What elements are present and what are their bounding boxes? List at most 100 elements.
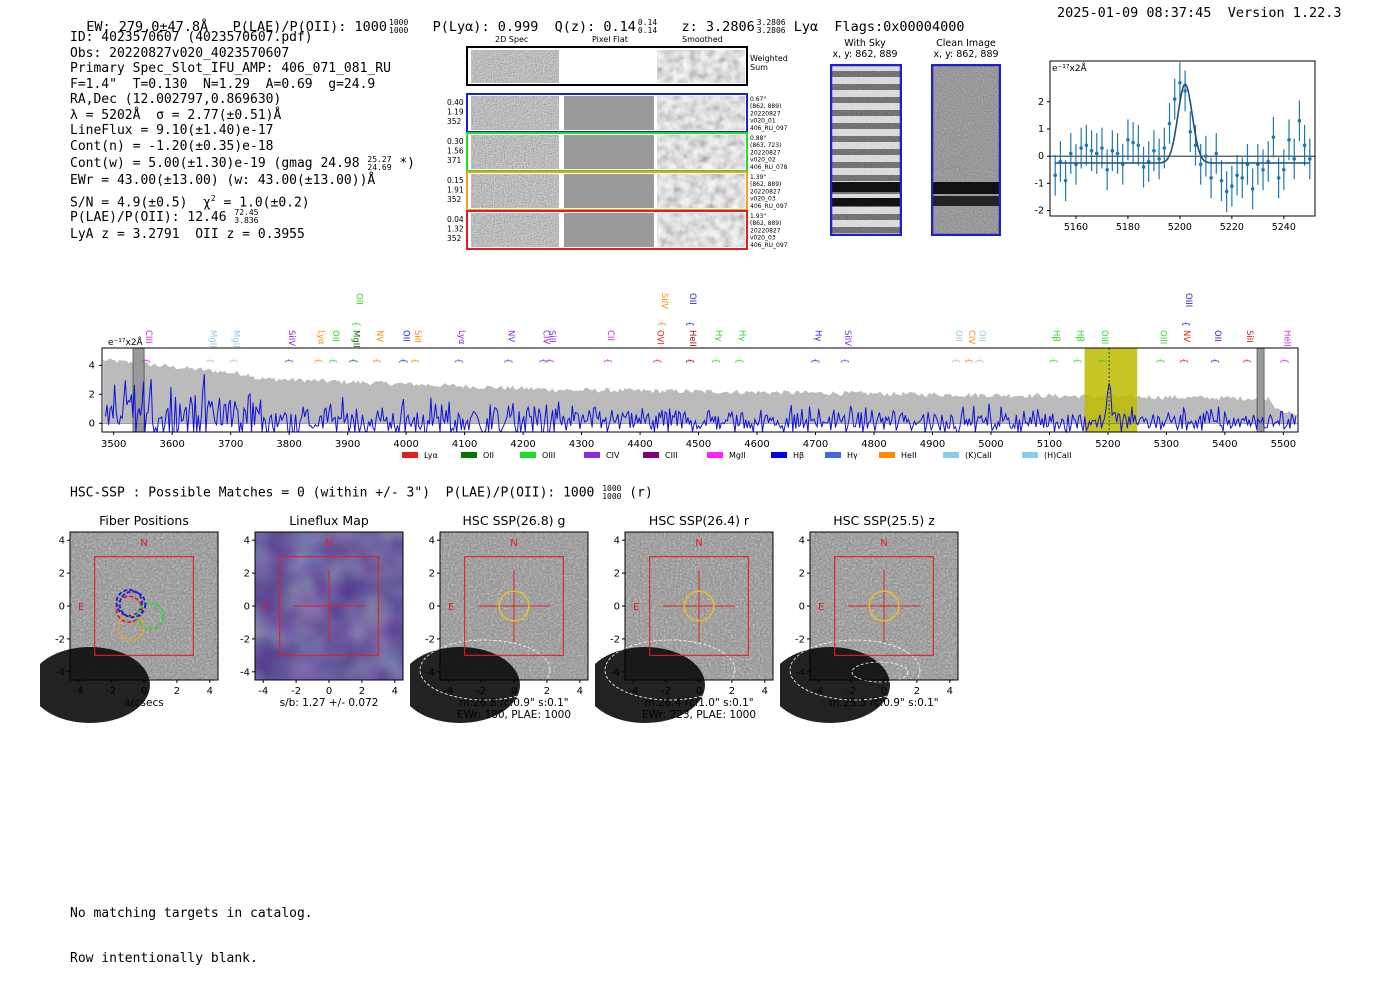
qz-sup: 0.14 [637,18,658,27]
line-marker-brace: { [684,321,694,327]
z-sup: 3.2806 [756,18,786,27]
spectrum-xtick-label: 5400 [1212,439,1237,450]
panel-xtick-label: 0 [326,686,332,697]
sn-tail: = 1.0(±0.2) [215,194,310,210]
cutout-row-side-text: 20220827 [750,227,781,234]
line-marker-label: SiIV [286,330,296,346]
panel-search-box [464,556,564,656]
col-title-2dspec: 2D Spec [495,35,529,44]
line-marker-brace: { [348,358,358,364]
panel-east-label: E [818,602,824,613]
info-line-lambda: λ = 5202Å σ = 2.77(±0.51)Å [70,107,282,123]
line-marker-label: OIII [1099,330,1109,344]
cutout-row-side-text: 0.88" [750,135,766,142]
panel-ytick-label: 2 [614,569,620,580]
legend-label: HeII [901,451,917,460]
line-marker-label: HeII [687,330,697,347]
line-marker-label: OIII [1158,330,1168,344]
footer-line-1: No matching targets in catalog. [70,906,313,921]
spectrum-xtick-label: 4800 [861,439,886,450]
line-marker-label: OIII [1183,293,1193,307]
zoom-point [1063,178,1068,183]
legend-label: CIV [606,451,620,460]
line-marker-label: NV [1181,330,1191,342]
legend-swatch [1022,452,1038,458]
zoom-point [1302,143,1307,148]
sn-text: S/N = 4.9(±0.5) χ [70,194,211,210]
info-line-id: ID: 4023570607 (4023570607.pdf) [70,30,313,45]
cutout-row-value: 371 [447,156,462,165]
panel-xtick-label: -4 [813,686,823,697]
zoom-point [1250,187,1255,191]
imaging-panel: HSC SSP(26.4) r N E -4 -4 -2 -2 0 0 2 2 4 4 m:26.4 rc… [595,513,774,723]
imaging-panel: HSC SSP(25.5) z N E -4 -4 -2 -2 0 0 2 2 4 4 m:25.5 rc… [780,513,959,723]
panel-caption: m:26.4 rc:1.0" s:0.1" [644,697,753,709]
line-marker-label: Hγ [737,330,747,341]
legend-swatch [707,452,723,458]
info-block: ID: 4023570607 (4023570607.pdf) Obs: 202… [70,30,415,242]
cutout-row-side-text: 1.39" [750,174,766,181]
line-marker-brace: { [397,358,407,364]
zoom-xtick-label: 5220 [1220,222,1244,233]
zoom-point [1068,151,1073,156]
cutout-row-side-text: 406_RU_078 [750,164,788,171]
spectrum-xtick-label: 4200 [510,439,535,450]
zoom-point [1152,148,1156,153]
legend-label: MgII [729,451,746,460]
panel-aperture [498,590,530,622]
line-marker-label: OII [976,330,986,342]
spectrum-xtick-label: 3500 [101,439,126,450]
zoom-point [1219,178,1224,183]
weighted-sum-row [466,46,748,86]
z-value: z: 3.2806 [681,19,755,35]
header-bar: EW: 279.0±47.8Å P(LAE)/P(OII): 1000 1000 1… [70,3,964,36]
cutout-2dspec [471,213,559,247]
legend-label: (H)CaII [1044,451,1071,460]
footer-line-2: Row intentionally blank. [70,951,258,966]
zoom-fit-curve [1055,82,1310,164]
line-marker-label: OVI [655,330,665,345]
panel-title: HSC SSP(26.4) r [649,513,750,528]
panel-aperture-outline [604,639,736,701]
full-spectrum-chart: e⁻¹⁷x2Å 0 2 4 3500 3600 3700 3800 3900 4000 4100 42… [89,293,1299,460]
line-marker-brace: { [538,358,548,364]
col-title-pixelflat: Pixel Flat [592,35,628,44]
line-marker-label: OII [953,330,963,342]
line-marker-brace: { [1048,358,1058,364]
cutout-row-side-text: (862, 889) [750,220,781,227]
spectrum-xtick-label: 4300 [569,439,594,450]
cutout-row-value: 1.56 [447,147,464,156]
panel-ytick-label: -2 [795,634,805,645]
legend-swatch [402,452,418,458]
panel-caption-2: EWr: 223, PLAE: 1000 [642,709,756,721]
cutout-row-side-text: 0.67" [750,96,766,103]
panel-ytick-label: -4 [795,667,805,678]
zoom-xtick-label: 5180 [1116,222,1140,233]
line-marker-brace: { [327,358,337,364]
zoom-point [1053,173,1057,178]
line-marker-label: SiII [412,330,422,343]
line-marker-brace: { [312,358,322,364]
plae-value: P(LAE)/P(OII): 1000 [232,19,388,35]
spectrum-xtick-label: 4000 [393,439,418,450]
info-line-contw: Cont(w) = 5.00(±1.30)e-19 (gmag 24.98 25… [70,154,415,173]
panel-search-box [834,556,934,656]
line-marker-brace: { [950,358,960,364]
cutout-row-value: 352 [447,195,462,204]
cutout-pixelflat-noise [564,135,654,169]
panel-north-label: N [880,538,887,549]
cutout-row-value: 0.30 [447,137,464,146]
spectrum-xtick-label: 4400 [627,439,652,450]
qz-value: Q(z): 0.14 [554,19,636,35]
cutout-row-value: 1.19 [447,108,464,117]
panel-north-label: N [325,538,332,549]
legend-label: Hβ [793,451,804,460]
zoom-xtick-label: 5200 [1168,222,1192,233]
spectrum-y-unit: e⁻¹⁷x2Å [108,336,144,348]
info-line-plae: P(LAE)/P(OII): 12.46 72.45 3.836 [70,208,415,227]
with-sky-header: With Sky x, y: 862, 889 [826,38,904,60]
